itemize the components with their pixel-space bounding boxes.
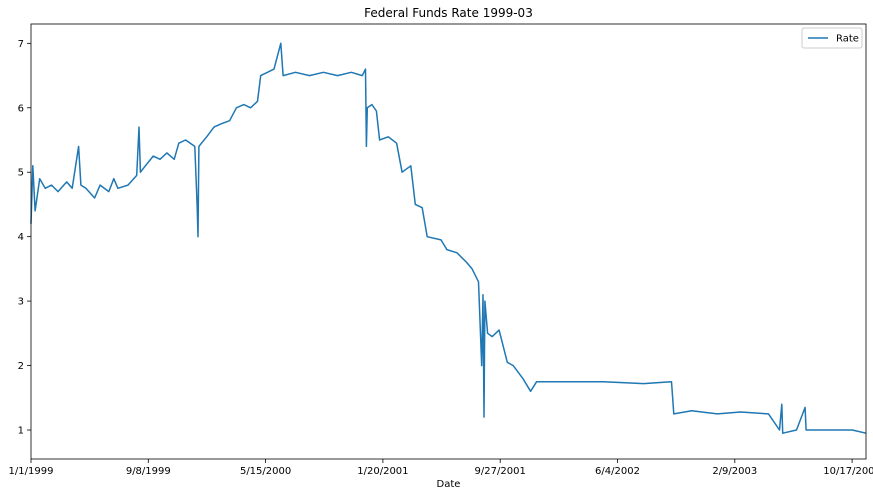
y-tick-label: 6	[18, 103, 24, 114]
x-axis: 1/1/1999 9/8/1999 5/15/2000 1/20/2001 9/27/2…	[9, 459, 873, 477]
legend-series-label: Rate	[836, 34, 859, 45]
y-tick-label: 2	[18, 361, 24, 372]
y-tick-label: 3	[18, 297, 24, 308]
legend-box	[801, 27, 863, 49]
x-tick-label: 2/9/2003	[712, 466, 757, 477]
y-tick-label: 5	[18, 168, 24, 179]
y-tick-label: 4	[18, 232, 24, 243]
series-line-rate	[30, 42, 867, 434]
y-tick-label: 7	[18, 39, 24, 50]
x-axis-label: Date	[437, 479, 461, 490]
chart-title: Federal Funds Rate 1999-03	[364, 6, 533, 20]
y-axis: 1 2 3 4 5 6 7	[18, 39, 31, 437]
x-tick-label: 1/20/2001	[357, 466, 408, 477]
x-tick-label: 6/4/2002	[595, 466, 640, 477]
plot-area	[30, 42, 867, 434]
x-tick-label: 5/15/2000	[240, 466, 291, 477]
x-tick-label: 9/27/2001	[475, 466, 526, 477]
x-tick-label: 10/17/2003	[823, 466, 873, 477]
y-tick-label: 1	[18, 426, 24, 437]
x-tick-label: 1/1/1999	[9, 466, 54, 477]
plot-frame	[30, 23, 867, 460]
legend: Rate	[801, 27, 863, 49]
x-tick-label: 9/8/1999	[126, 466, 171, 477]
